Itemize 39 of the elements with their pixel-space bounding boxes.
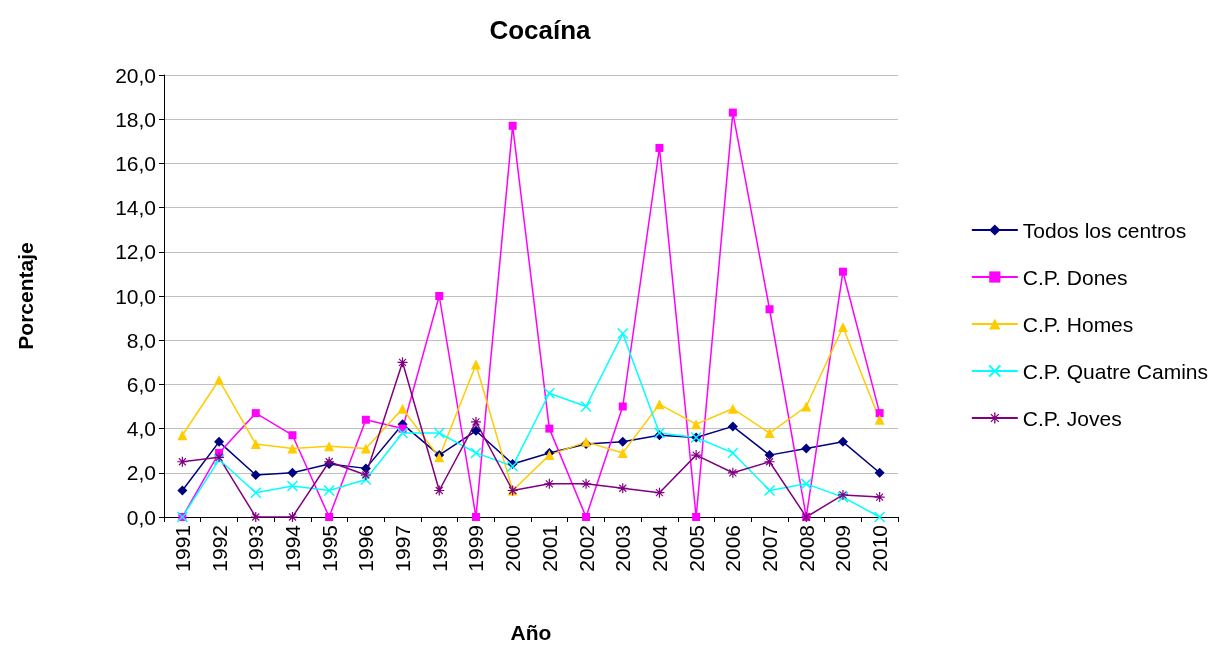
x-tick-label: 2007	[758, 525, 782, 572]
y-tick-label: 10,0	[115, 284, 156, 308]
x-tick-label: 2009	[831, 525, 855, 572]
legend-label: C.P. Quatre Camins	[1022, 359, 1208, 383]
y-tick-label: 2,0	[126, 461, 156, 485]
x-tick-label: 2003	[611, 525, 635, 572]
x-tick-label: 2005	[684, 525, 708, 572]
y-tick-label: 4,0	[126, 417, 156, 441]
x-tick-label: 2008	[794, 525, 818, 572]
y-tick-label: 18,0	[115, 107, 156, 131]
y-tick-label: 6,0	[126, 372, 156, 396]
y-tick-label: 0,0	[126, 505, 156, 529]
x-tick-label: 1998	[427, 525, 451, 572]
y-tick-label: 20,0	[115, 63, 156, 87]
legend-label: C.P. Dones	[1022, 265, 1128, 289]
legend-label: C.P. Homes	[1022, 312, 1134, 336]
x-axis-title: Año	[510, 621, 552, 644]
x-tick-label: 1992	[207, 525, 231, 572]
x-tick-label: 2002	[574, 525, 598, 572]
x-tick-label: 1997	[391, 525, 415, 572]
x-tick-label: 2004	[647, 524, 671, 572]
x-tick-label: 1993	[244, 525, 268, 572]
x-tick-label: 1995	[317, 525, 341, 572]
x-tick-label: 2001	[537, 525, 561, 572]
legend-label: C.P. Joves	[1022, 406, 1122, 430]
x-tick-label: 1996	[354, 525, 378, 572]
y-axis-title: Porcentaje	[14, 242, 37, 350]
x-tick-label: 2010	[868, 525, 892, 572]
chart-title: Cocaína	[489, 15, 592, 45]
x-tick-label: 2006	[721, 525, 745, 572]
y-tick-label: 14,0	[115, 196, 156, 220]
x-tick-label: 1994	[280, 524, 304, 572]
x-tick-label: 1999	[464, 525, 488, 572]
x-tick-label: 1991	[170, 525, 194, 572]
x-tick-label: 2000	[501, 525, 525, 572]
y-tick-label: 12,0	[115, 240, 156, 264]
y-tick-label: 16,0	[115, 151, 156, 175]
legend-label: Todos los centros	[1022, 218, 1187, 242]
y-tick-label: 8,0	[126, 328, 156, 352]
